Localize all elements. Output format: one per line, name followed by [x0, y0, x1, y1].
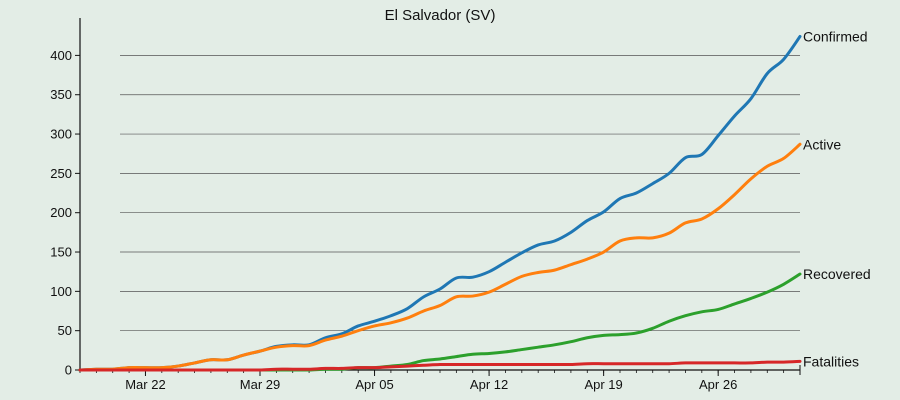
x-tick-label: Apr 12: [470, 377, 508, 392]
series-line-active: [78, 142, 802, 372]
series-line-confirmed: [78, 35, 802, 372]
y-tick-label: 400: [50, 48, 72, 63]
chart-title: El Salvador (SV): [385, 7, 496, 24]
x-tick-label: Apr 26: [699, 377, 737, 392]
y-tick-label: 350: [50, 87, 72, 102]
x-tick-label: Apr 19: [584, 377, 622, 392]
series-label-confirmed: Confirmed: [803, 29, 868, 45]
y-tick-label: 50: [58, 323, 72, 338]
grid-lines: [120, 55, 800, 332]
series-label-active: Active: [803, 136, 841, 152]
y-tick-label: 0: [65, 363, 72, 378]
x-tick-label: Mar 29: [240, 377, 280, 392]
axes: 0 50 100 150 200 250 300 350 400 Mar 22 Mar 29 Apr …: [50, 18, 801, 392]
series-line-fatalities: [78, 359, 802, 372]
series-labels: Confirmed Active Recovered Fatalities: [803, 29, 871, 370]
y-tick-label: 300: [50, 127, 72, 142]
y-tick-label: 200: [50, 205, 72, 220]
x-tick-label: Apr 05: [355, 377, 393, 392]
series-group: [78, 35, 802, 372]
y-tick-label: 150: [50, 245, 72, 260]
x-tick-label: Mar 22: [125, 377, 165, 392]
series-label-recovered: Recovered: [803, 266, 871, 282]
y-tick-label: 100: [50, 284, 72, 299]
series-label-fatalities: Fatalities: [803, 353, 859, 369]
y-tick-label: 250: [50, 166, 72, 181]
